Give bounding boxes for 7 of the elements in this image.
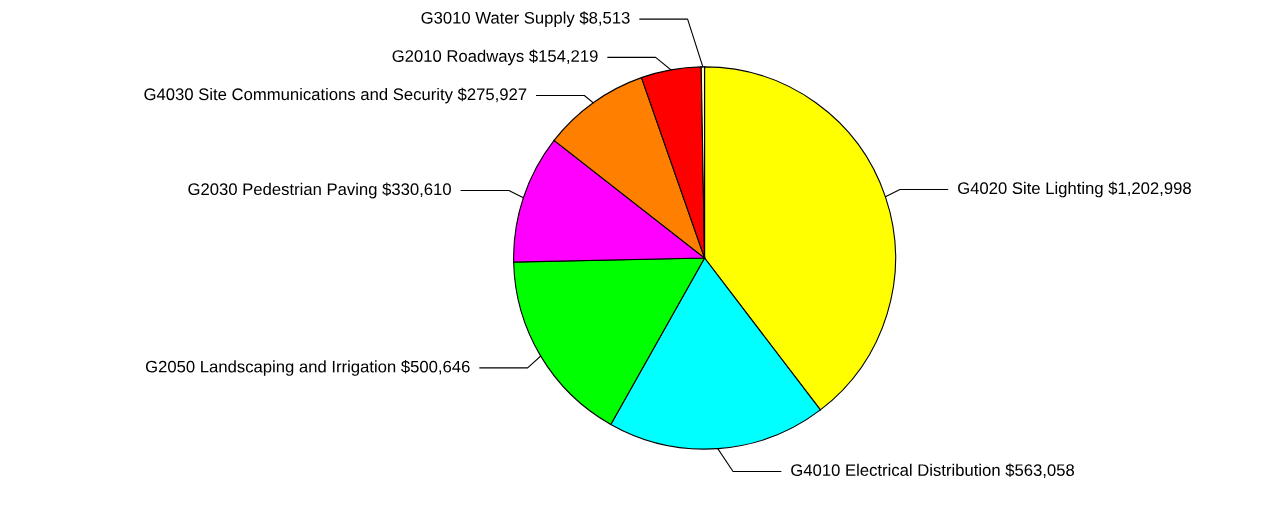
slice-label: G2010 Roadways $154,219 (392, 49, 598, 66)
slice-label: G2030 Pedestrian Paving $330,610 (188, 182, 451, 199)
slice-label: G4020 Site Lighting $1,202,998 (958, 181, 1191, 198)
slice-label: G2050 Landscaping and Irrigation $500,646 (145, 360, 470, 376)
slice-label: G4030 Site Communications and Security $275,927 (144, 87, 527, 104)
slice-label: G3010 Water Supply $8,513 (421, 11, 630, 28)
slice-label: G4010 Electrical Distribution $563,058 (791, 463, 1075, 478)
